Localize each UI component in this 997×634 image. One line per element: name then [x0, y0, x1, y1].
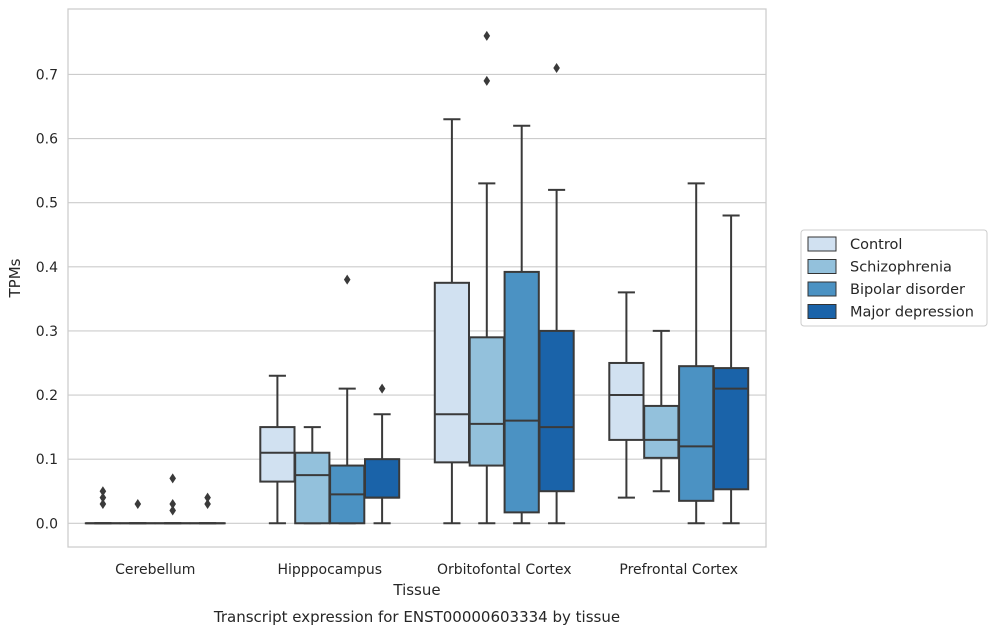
outlier-point [99, 492, 107, 503]
y-tick-label: 0.6 [36, 132, 58, 148]
box-iqr [363, 458, 401, 499]
box-element [678, 182, 715, 525]
outlier-point [99, 486, 107, 497]
outlier-point [483, 75, 491, 86]
legend-label: Major depression [850, 305, 974, 321]
x-tick-labels: Cerebellum Hipppocampus Orbitofontal Corte… [115, 562, 738, 578]
box-element [363, 383, 401, 525]
outlier-point [204, 492, 211, 503]
legend-swatch [807, 304, 837, 319]
outlier-point [99, 499, 107, 510]
legend-label: Control [850, 237, 902, 253]
legend: Control Schizophrenia Bipolar disorder Majo… [800, 229, 988, 327]
box-iqr [259, 426, 296, 483]
box-iqr [503, 270, 540, 514]
box-series [84, 30, 750, 525]
x-tick-label: Orbitofontal Cortex [437, 562, 572, 578]
y-tick-label: 0.3 [36, 324, 58, 340]
outlier-point [378, 383, 386, 394]
series-schizophrenia [119, 30, 680, 525]
outlier-point [169, 505, 176, 516]
outlier-point [553, 62, 560, 73]
x-axis-title: Tissue [392, 581, 440, 599]
series-major-depression [189, 62, 750, 525]
outlier-point [169, 499, 176, 510]
x-tick-label: Hipppocampus [277, 562, 382, 578]
legend-label: Bipolar disorder [850, 282, 965, 298]
x-tick-label: Prefrontal Cortex [619, 562, 738, 578]
box-element [538, 62, 575, 525]
legend-label: Schizophrenia [850, 260, 952, 276]
outlier-point [169, 473, 176, 484]
box-iqr [678, 365, 715, 502]
box-iqr [294, 451, 331, 525]
legend-frame [800, 229, 988, 327]
box-iqr [538, 329, 575, 493]
box-element [468, 30, 505, 525]
x-tick-label: Cerebellum [115, 562, 195, 578]
y-tick-label: 0.4 [36, 260, 58, 276]
outlier-point [134, 499, 142, 510]
box-iqr [433, 281, 471, 464]
y-tick-labels: 0.0 0.1 0.2 0.3 0.4 0.5 0.6 0.7 [36, 67, 58, 532]
box-iqr [608, 361, 645, 441]
box-element [84, 486, 122, 525]
box-element [712, 214, 750, 525]
legend-swatch [807, 259, 837, 274]
y-axis-title: TPMs [6, 258, 24, 298]
y-tick-label: 0.0 [36, 516, 58, 532]
series-bipolar-disorder [154, 124, 715, 525]
chart-caption: Transcript expression for ENST0000060333… [213, 608, 620, 626]
y-tick-label: 0.2 [36, 388, 58, 404]
y-tick-label: 0.1 [36, 452, 58, 468]
box-element [189, 492, 226, 525]
box-element [329, 274, 366, 525]
legend-swatch [807, 281, 837, 297]
outlier-point [204, 499, 211, 510]
box-iqr [643, 404, 680, 459]
legend-swatch [807, 236, 837, 252]
outlier-point [483, 30, 491, 41]
box-iqr [468, 336, 505, 467]
box-element [608, 291, 645, 499]
box-element [259, 374, 296, 525]
y-tick-label: 0.5 [36, 196, 58, 212]
box-element [294, 426, 331, 525]
box-iqr [712, 367, 750, 491]
outlier-point [343, 274, 351, 285]
y-tick-label: 0.7 [36, 67, 58, 83]
box-element [643, 329, 680, 493]
box-element [503, 124, 540, 525]
